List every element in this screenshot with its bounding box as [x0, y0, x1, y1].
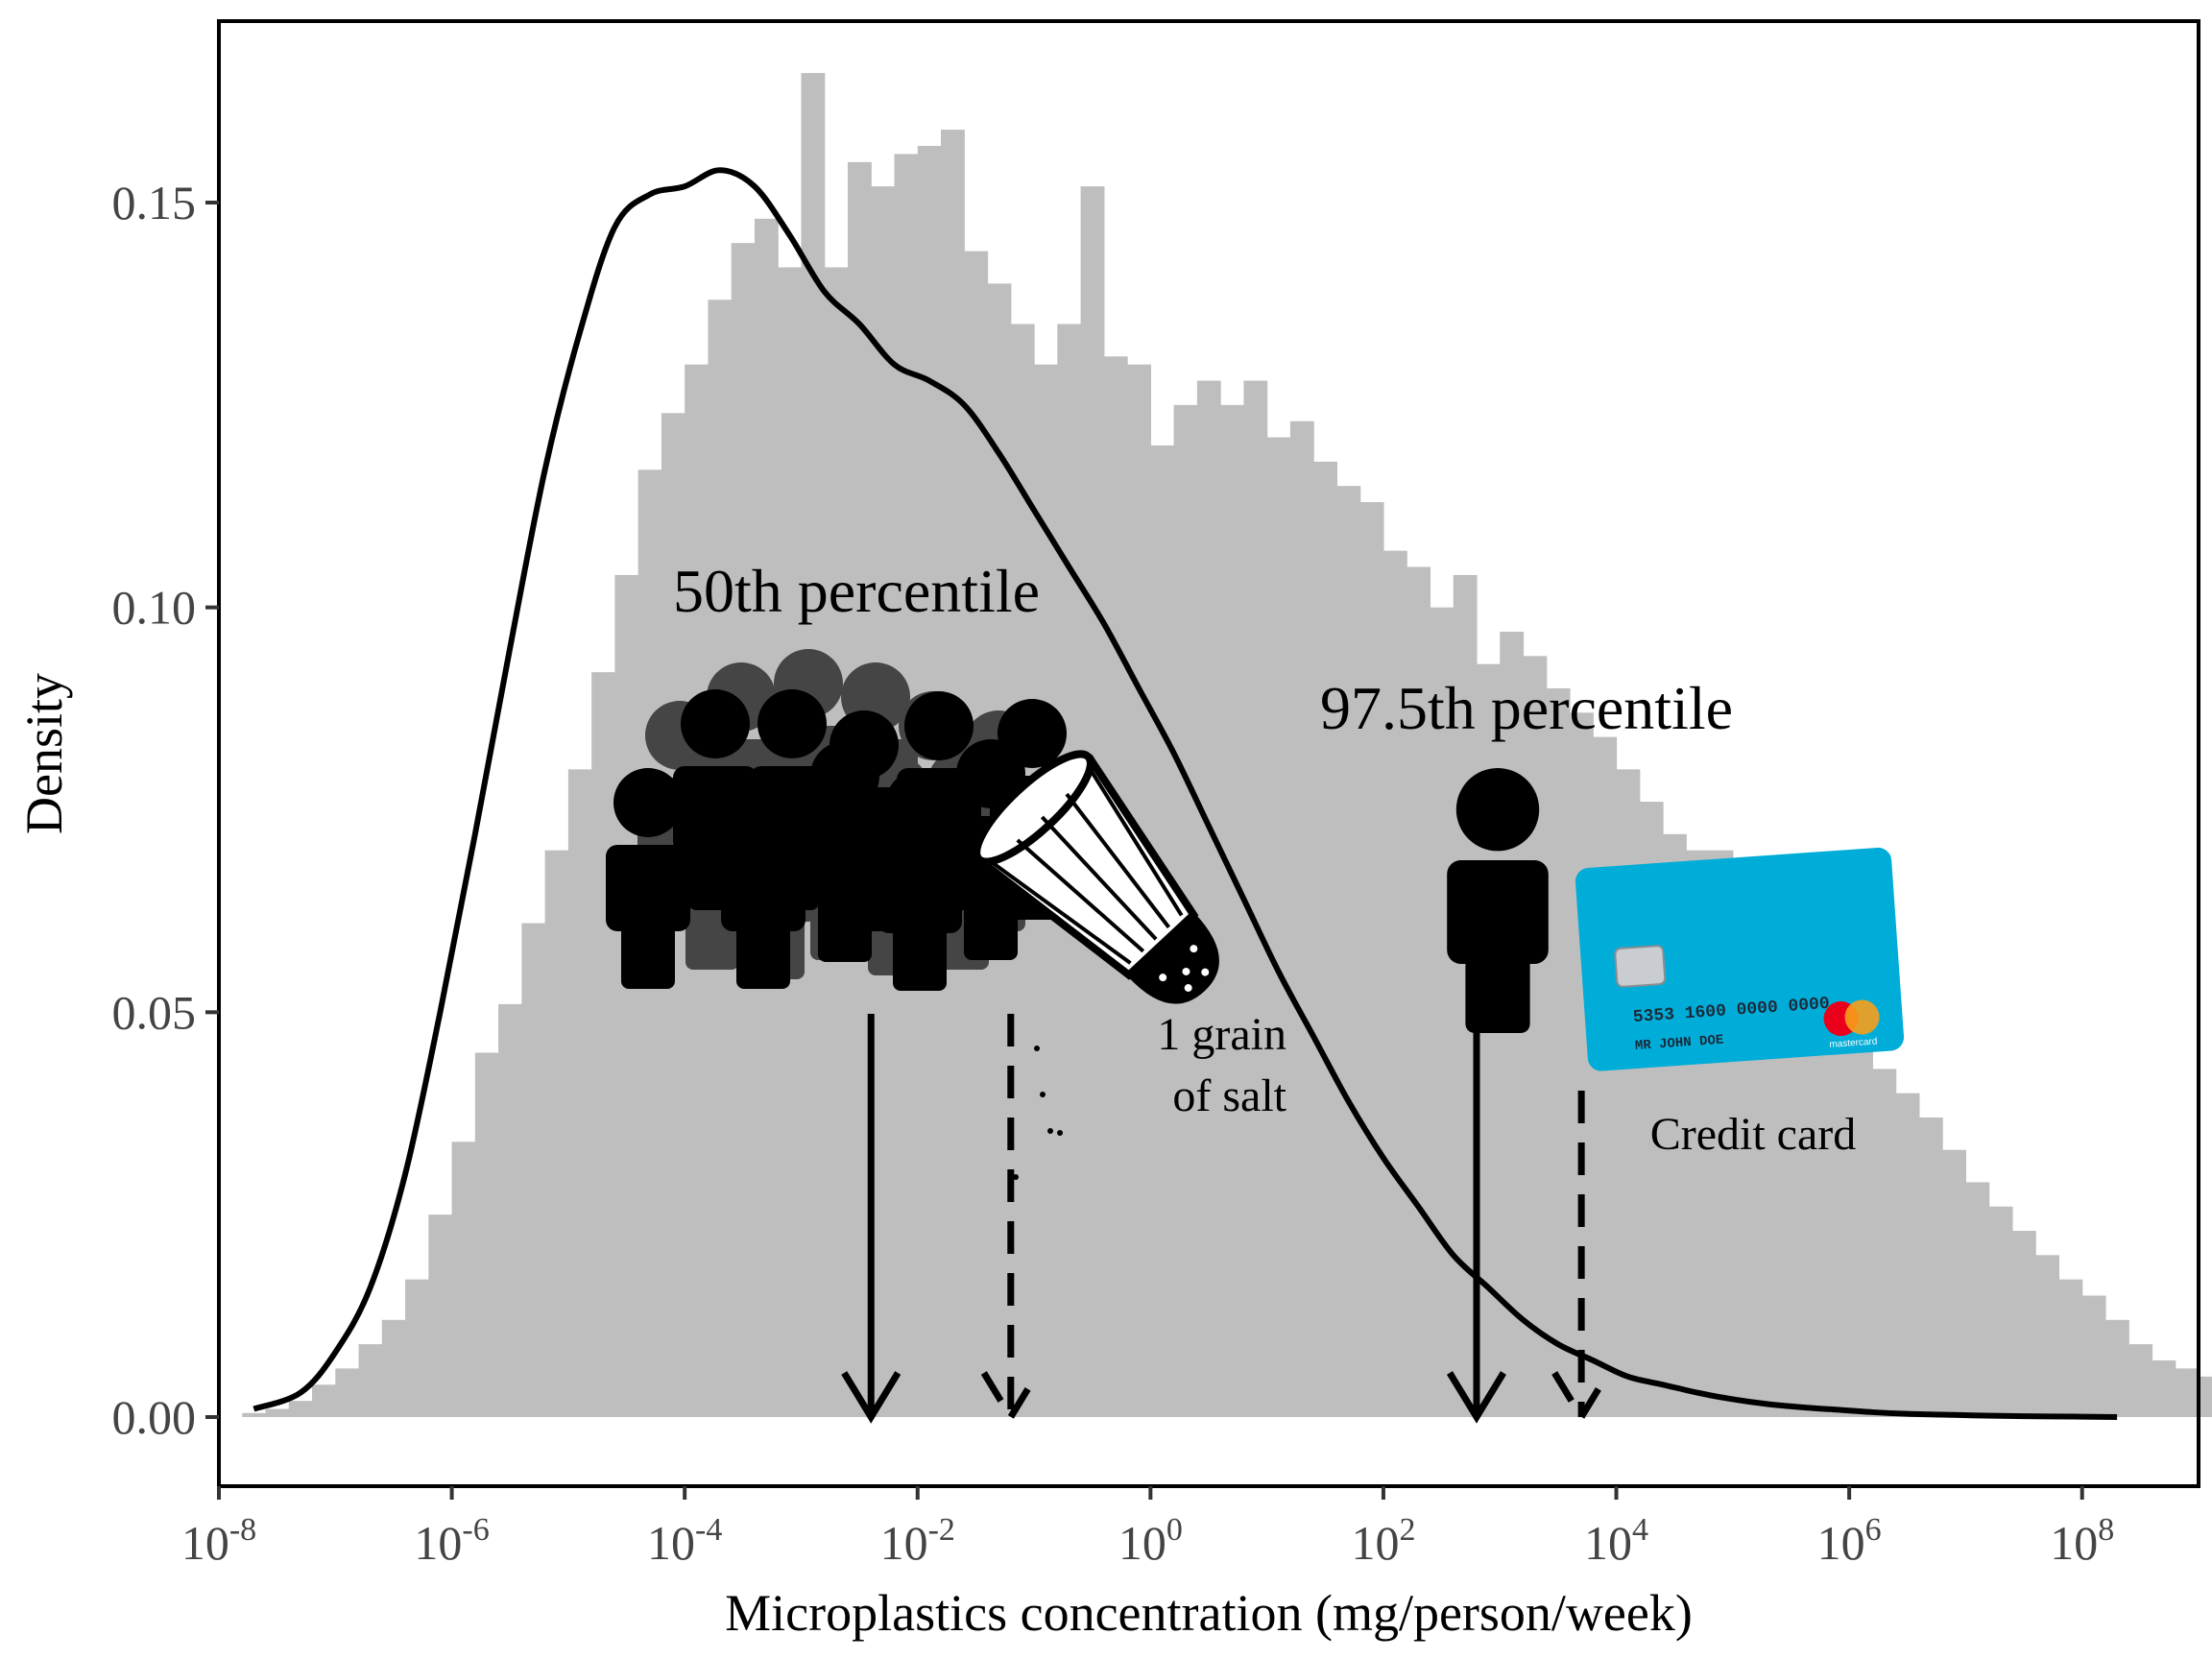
histogram-bar: [2175, 1368, 2200, 1417]
histogram: [242, 73, 2212, 1418]
histogram-bar: [1593, 736, 1618, 1417]
salt-grain: [1047, 1128, 1053, 1134]
label-salt-line2: of salt: [1172, 1070, 1286, 1121]
histogram-bar: [1942, 1149, 1967, 1417]
marker-arrowhead: [841, 1371, 902, 1424]
histogram-bar: [591, 672, 615, 1417]
histogram-bar: [1849, 1045, 1873, 1417]
y-tick-label: 0.05: [112, 985, 197, 1039]
annotations: 50th percentile 97.5th percentile 1 grain o…: [673, 557, 1856, 1160]
crowd-person: [878, 770, 962, 991]
marker-lines: [841, 1014, 1612, 1424]
histogram-bar: [312, 1384, 336, 1417]
histogram-bar: [358, 1344, 383, 1417]
salt-grain: [1013, 1174, 1019, 1180]
histogram-bar: [1965, 1182, 1990, 1417]
histogram-bar: [544, 850, 569, 1417]
y-tick-label: 0.10: [112, 581, 197, 635]
x-tick-label: 10-6: [414, 1512, 489, 1570]
x-tick-label: 10-8: [181, 1512, 256, 1570]
histogram-bar: [1802, 988, 1827, 1417]
x-tick-label: 104: [1584, 1512, 1648, 1570]
histogram-bar: [2199, 1376, 2212, 1417]
histogram-bar: [2104, 1319, 2129, 1417]
y-tick-label: 0.00: [112, 1390, 197, 1444]
histogram-bar: [2011, 1231, 2036, 1417]
crowd-person: [803, 741, 887, 962]
histogram-bar: [1895, 1093, 1920, 1417]
y-tick-label: 0.15: [112, 176, 197, 229]
marker-arrowhead: [980, 1371, 1041, 1424]
histogram-bar: [451, 1142, 476, 1417]
x-tick-label: 108: [2050, 1512, 2114, 1570]
histogram-bar: [405, 1279, 429, 1417]
salt-shaker-icon: [973, 750, 1219, 1004]
histogram-bar: [335, 1368, 360, 1417]
marker-arrowhead: [1551, 1371, 1612, 1424]
histogram-bar: [474, 1052, 499, 1417]
crowd-person: [721, 768, 805, 989]
histogram-bar: [1918, 1117, 1943, 1417]
card-holder: MR JOHN DOE: [1635, 1033, 1724, 1054]
x-tick-label: 10-4: [647, 1512, 722, 1570]
x-axis-title: Microplastics concentration (mg/person/w…: [725, 1584, 1693, 1642]
histogram-bar: [428, 1214, 453, 1417]
x-tick-label: 100: [1118, 1512, 1183, 1570]
histogram-bar: [1196, 380, 1221, 1417]
salt-grain: [1057, 1130, 1063, 1136]
histogram-bar: [1825, 1012, 1850, 1417]
card-brand: mastercard: [1829, 1036, 1878, 1049]
label-97-5th-percentile: 97.5th percentile: [1320, 674, 1733, 742]
label-credit-card: Credit card: [1650, 1109, 1857, 1160]
density-curve: [252, 167, 2118, 1420]
histogram-bar: [1546, 688, 1571, 1417]
histogram-bar: [521, 923, 546, 1417]
histogram-bar: [2035, 1255, 2060, 1417]
axes: 0.00 0.05 0.10 0.15 10-8 10-6 10-4 10-2 100 102 10…: [15, 176, 2114, 1642]
label-salt-line1: 1 grain: [1157, 1009, 1286, 1060]
histogram-bar: [1407, 566, 1431, 1417]
histogram-bar: [2152, 1359, 2176, 1417]
salt-grain: [1040, 1092, 1046, 1097]
x-tick-label: 106: [1817, 1512, 1882, 1570]
histogram-bar: [2081, 1295, 2106, 1417]
histogram-bar: [288, 1401, 313, 1417]
histogram-bar: [1359, 502, 1384, 1417]
histogram-bar: [1523, 656, 1548, 1417]
salt-grain: [1034, 1046, 1040, 1051]
crowd-icon: [606, 649, 1074, 991]
histogram-bar: [1266, 437, 1291, 1418]
histogram-bar: [1872, 1069, 1897, 1417]
x-tick-label: 10-2: [880, 1512, 955, 1570]
histogram-bar: [1243, 380, 1268, 1417]
histogram-bar: [1313, 461, 1338, 1417]
marker-arrowhead: [1446, 1371, 1506, 1424]
x-tick-label: 102: [1351, 1512, 1415, 1570]
person-icon: [1447, 768, 1549, 1033]
histogram-bar: [1336, 486, 1361, 1418]
histogram-bar: [1988, 1206, 2013, 1417]
density-curve-layer: [252, 167, 2118, 1420]
histogram-bar: [614, 574, 639, 1417]
histogram-bar: [381, 1319, 406, 1417]
crowd-person: [606, 768, 690, 989]
label-50th-percentile: 50th percentile: [673, 557, 1040, 625]
histogram-bar: [242, 1412, 267, 1417]
histogram-bar: [498, 1003, 522, 1417]
plot-panel-border: [217, 19, 2200, 1488]
histogram-bar: [567, 769, 592, 1417]
histogram-bar: [2128, 1344, 2153, 1417]
histogram-bar: [265, 1408, 290, 1417]
histogram-bar: [1289, 421, 1314, 1418]
histogram-bar: [2058, 1279, 2083, 1417]
y-axis-title: Density: [15, 673, 73, 834]
histogram-bar: [1382, 550, 1407, 1417]
histogram-bar: [1220, 404, 1244, 1417]
histogram-bar: [1430, 607, 1455, 1417]
